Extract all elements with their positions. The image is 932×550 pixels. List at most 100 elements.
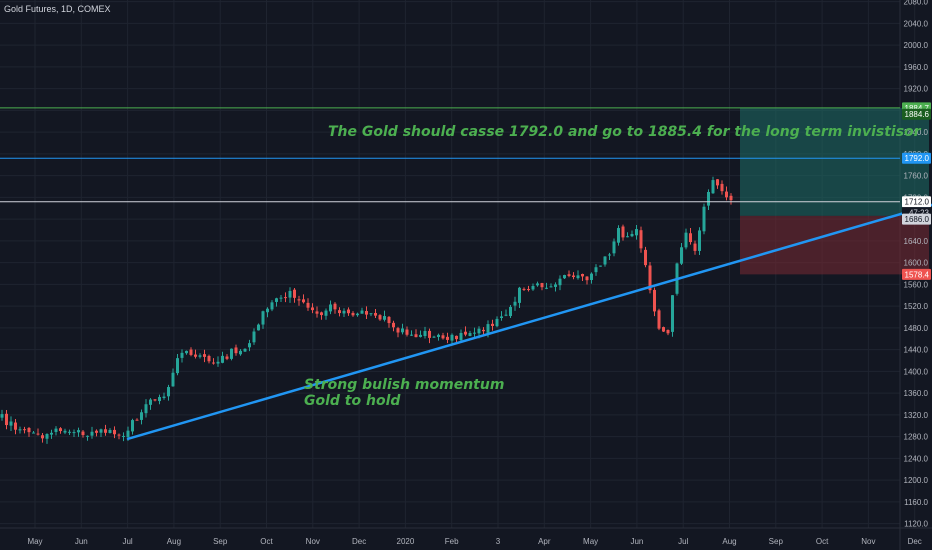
y-tick-label: 1400.0	[904, 367, 929, 376]
candle-body	[77, 430, 80, 433]
candle	[270, 300, 274, 312]
candle-body	[711, 180, 715, 194]
candle-body	[140, 412, 143, 420]
y-tick-label: 1240.0	[904, 454, 929, 463]
candle	[356, 312, 359, 317]
candle-body	[302, 299, 305, 303]
price-label-bg	[902, 196, 931, 208]
candle-body	[423, 331, 427, 337]
candle	[104, 424, 107, 436]
time-axis[interactable]: May Jun Jul Aug Sep Oct Nov Dec 2020 Feb 3 Apr May Ju…	[27, 537, 921, 546]
candle	[657, 308, 661, 331]
candle	[225, 354, 229, 361]
trendline	[126, 203, 932, 441]
price-axis[interactable]: 1120.0 1160.0 1200.0 1240.0 1280.0 1320.0 1360…	[904, 0, 929, 529]
candle-body	[68, 431, 71, 433]
candle	[392, 320, 395, 332]
candle-body	[617, 228, 620, 243]
candle-body	[171, 372, 175, 387]
y-tick-label: 1120.0	[904, 520, 928, 529]
candle-body	[113, 429, 116, 435]
candle-body	[648, 265, 652, 291]
candle	[531, 283, 535, 291]
candle	[572, 272, 575, 280]
candle-body	[725, 191, 728, 198]
candle-body	[45, 434, 49, 439]
candle	[333, 302, 337, 314]
candle	[117, 433, 121, 440]
candle-body	[234, 347, 238, 354]
candle-body	[545, 287, 548, 289]
candle-body	[167, 387, 170, 397]
candle-body	[378, 315, 382, 320]
candle	[149, 398, 152, 410]
candle-body	[621, 226, 625, 238]
trendline-group[interactable]	[126, 203, 932, 441]
candle	[266, 307, 269, 318]
candle-body	[567, 274, 571, 276]
momentum-annotation[interactable]: Strong bulish momentum Gold to hold	[304, 377, 504, 409]
candle	[90, 426, 94, 439]
candle	[437, 333, 440, 341]
candle	[369, 313, 373, 317]
x-tick-label: Aug	[167, 537, 181, 546]
target-annotation[interactable]: The Gold should casse 1792.0 and go to 1…	[328, 124, 921, 140]
candle	[311, 303, 314, 314]
candle	[567, 270, 571, 278]
candle-body	[72, 432, 76, 434]
candle	[540, 282, 544, 291]
x-tick-label: Dec	[908, 537, 922, 546]
candle	[68, 429, 71, 435]
candle-body	[599, 265, 602, 267]
y-tick-label: 1200.0	[904, 476, 929, 485]
candle-body	[216, 361, 220, 364]
candle	[680, 242, 683, 265]
candle-body	[270, 302, 274, 310]
candle	[383, 310, 386, 322]
candle-body	[180, 352, 184, 358]
candle-body	[513, 301, 517, 306]
candle-body	[324, 310, 328, 316]
candle-body	[455, 335, 458, 340]
candle	[500, 311, 503, 321]
price-label-bg	[902, 152, 931, 164]
candle-body	[644, 249, 647, 266]
candle	[617, 225, 620, 246]
candle-body	[252, 331, 256, 343]
candle	[14, 418, 17, 435]
candle	[288, 287, 292, 303]
candle-body	[333, 303, 337, 310]
candle-body	[342, 310, 346, 314]
candle-body	[671, 295, 674, 332]
long-position-tool[interactable]	[740, 107, 929, 275]
candle	[396, 326, 400, 338]
horizontal-lines[interactable]	[0, 107, 900, 203]
x-tick-label: May	[27, 537, 42, 546]
candle-body	[99, 429, 103, 433]
candle-body	[90, 431, 94, 436]
candle-body	[104, 429, 107, 433]
candle-body	[108, 429, 112, 433]
candle-body	[50, 432, 53, 435]
candle	[509, 304, 512, 318]
candle-body	[225, 356, 229, 359]
candle-body	[504, 314, 508, 316]
candle-body	[18, 429, 22, 431]
candle	[32, 431, 35, 434]
candle-body	[261, 311, 265, 325]
y-tick-label: 1160.0	[904, 498, 928, 507]
candle	[419, 330, 422, 338]
candle	[189, 347, 193, 357]
candle-body	[203, 354, 206, 357]
candle-body	[437, 334, 440, 337]
candle-body	[387, 316, 391, 324]
candle	[275, 297, 278, 307]
candle	[495, 316, 499, 328]
x-tick-label: Oct	[260, 537, 273, 546]
candle-body	[419, 334, 422, 337]
x-tick-label: Oct	[816, 537, 829, 546]
candle	[122, 432, 125, 442]
candle-body	[266, 308, 269, 313]
candle-body	[477, 328, 481, 334]
